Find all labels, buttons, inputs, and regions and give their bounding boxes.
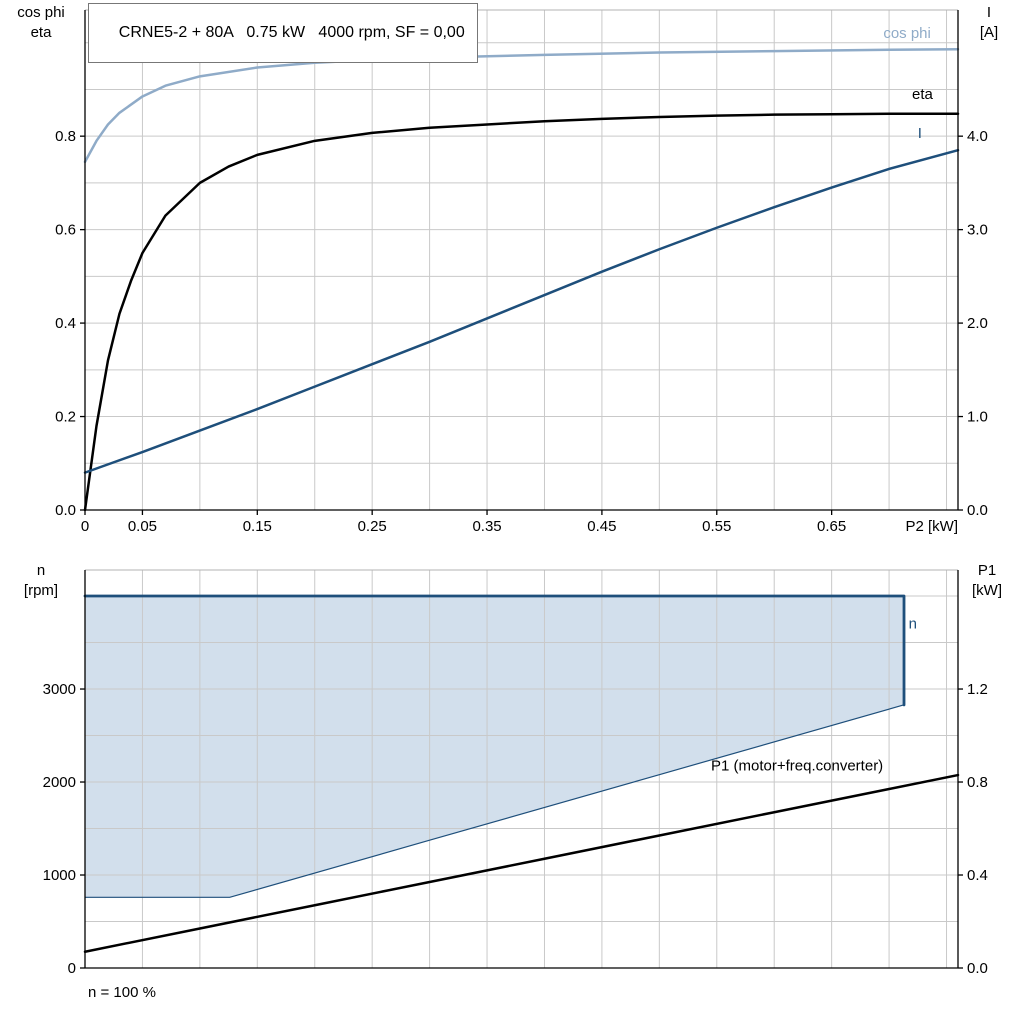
x-tick-label: 0 [81, 518, 89, 535]
right-tick-label: 4.0 [967, 128, 988, 145]
axis-title-line: eta [30, 24, 52, 41]
series-label-current: I [918, 125, 922, 142]
x-tick-label: 0.25 [358, 518, 387, 535]
top-performance-chart: cos phi eta I 0 0.05 0.15 0.25 0.35 0.45 0.55 0.65… [55, 9, 988, 535]
left-tick-label: 0.4 [55, 315, 76, 332]
speed-power-chart: n P1 (motor+freq.converter) 0 1000 2000 3000 0… [43, 569, 988, 977]
x-tick-label: 0.55 [702, 518, 731, 535]
series-label-n: n [909, 616, 917, 633]
x-axis-label: P2 [kW] [905, 518, 958, 535]
left-tick-label: 1000 [43, 867, 76, 884]
chart-title-box: CRNE5-2 + 80A 0.75 kW 4000 rpm, SF = 0,0… [88, 3, 478, 63]
right-tick-label: 0.4 [967, 867, 988, 884]
series-p1 [83, 773, 960, 953]
left-tick-label: 3000 [43, 681, 76, 698]
series-n [83, 594, 906, 707]
right-tick-label: 0.0 [967, 502, 988, 519]
left-tick-label: 0.0 [55, 502, 76, 519]
duty-range-region [85, 596, 905, 898]
bottom-right-axis-title: P1 [kW] [954, 561, 1020, 601]
duty-range-lower-edge [85, 704, 905, 898]
x-tick-label: 0.35 [472, 518, 501, 535]
right-tick-label: 3.0 [967, 222, 988, 239]
right-tick-label: 0.0 [967, 960, 988, 977]
left-tick-label: 0.2 [55, 409, 76, 426]
axis-title-line: I [986, 4, 992, 21]
x-tick-label: 0.05 [128, 518, 157, 535]
x-tick-label: 0.45 [587, 518, 616, 535]
axis-title-line: P1 [977, 562, 997, 579]
axis-title-line: [rpm] [23, 582, 59, 599]
right-tick-label: 1.2 [967, 681, 988, 698]
bottom-left-axis-title: n [rpm] [2, 561, 80, 601]
axis-title-line: cos phi [17, 4, 65, 21]
series-label-eta: eta [912, 86, 934, 103]
axis-title-line: [kW] [972, 582, 1002, 599]
axis-title-line: n [36, 562, 46, 579]
series-eta [83, 112, 960, 512]
speed-percentage-note: n = 100 % [88, 984, 156, 1001]
series-current [83, 148, 960, 474]
series-label-cos-phi: cos phi [883, 25, 931, 42]
left-tick-label: 0.8 [55, 128, 76, 145]
series-label-p1: P1 (motor+freq.converter) [711, 757, 883, 774]
axis-title-line: [A] [979, 24, 999, 41]
x-tick-label: 0.65 [817, 518, 846, 535]
left-tick-label: 2000 [43, 774, 76, 791]
right-tick-label: 0.8 [967, 774, 988, 791]
series-cos-phi [83, 48, 960, 164]
top-right-axis-title: I [A] [958, 3, 1020, 43]
top-left-axis-title: cos phi eta [2, 3, 80, 43]
right-tick-label: 2.0 [967, 315, 988, 332]
chart-title: CRNE5-2 + 80A 0.75 kW 4000 rpm, SF = 0,0… [118, 24, 465, 41]
x-tick-label: 0.15 [243, 518, 272, 535]
right-tick-label: 1.0 [967, 409, 988, 426]
left-tick-label: 0 [68, 960, 76, 977]
left-tick-label: 0.6 [55, 222, 76, 239]
